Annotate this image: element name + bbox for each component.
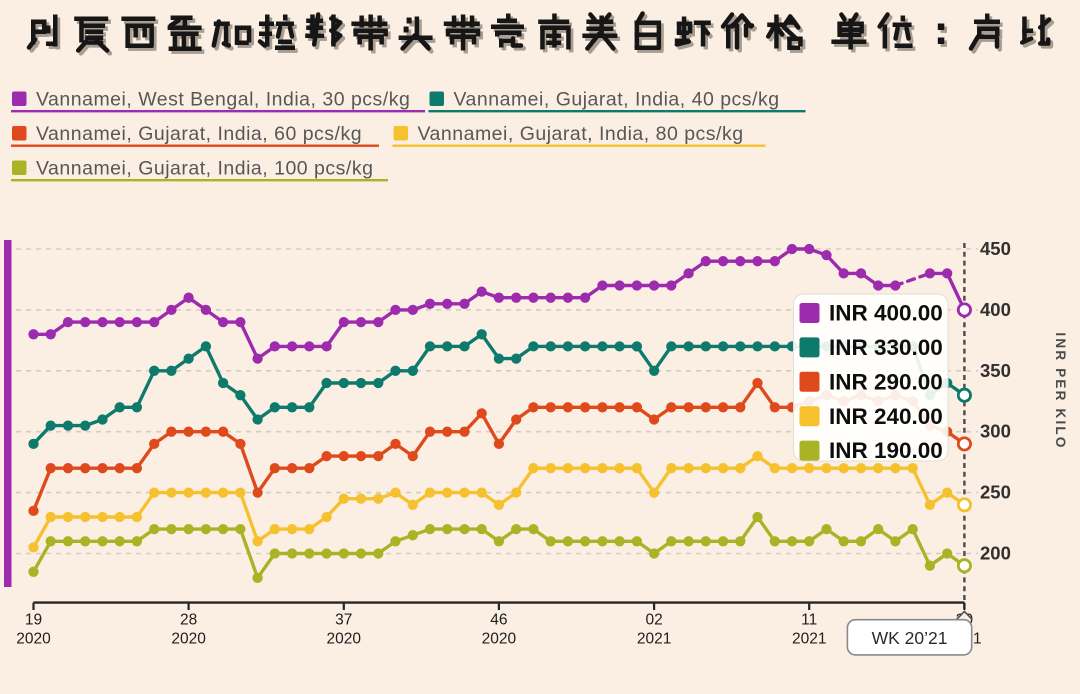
svg-text:INR 290.00: INR 290.00 — [829, 369, 943, 394]
svg-text:INR 190.00: INR 190.00 — [829, 438, 943, 463]
svg-text:Vannamei, West Bengal, India,: Vannamei, West Bengal, India, 30 pcs/kg — [36, 88, 410, 110]
svg-text:Vannamei, Gujarat, India, 100: Vannamei, Gujarat, India, 100 pcs/kg — [36, 157, 373, 179]
svg-text:400: 400 — [980, 299, 1011, 320]
svg-text:250: 250 — [980, 482, 1011, 503]
svg-text:19: 19 — [25, 612, 42, 629]
svg-text:450: 450 — [980, 238, 1011, 259]
svg-text:11: 11 — [801, 612, 817, 629]
svg-text:350: 350 — [980, 360, 1011, 381]
svg-text:2021: 2021 — [637, 631, 671, 648]
svg-text:02: 02 — [645, 612, 662, 629]
svg-text:WK 20’21: WK 20’21 — [872, 628, 948, 648]
svg-text:Vannamei, Gujarat, India, 80 p: Vannamei, Gujarat, India, 80 pcs/kg — [418, 123, 744, 145]
svg-text:INR 240.00: INR 240.00 — [829, 404, 943, 429]
svg-text:200: 200 — [980, 543, 1011, 564]
svg-text:Vannamei, Gujarat, India, 40 p: Vannamei, Gujarat, India, 40 pcs/kg — [454, 88, 780, 110]
svg-text:INR PER KILO: INR PER KILO — [1053, 332, 1068, 449]
svg-text:300: 300 — [980, 421, 1011, 442]
svg-text:2020: 2020 — [327, 631, 362, 648]
svg-text:Vannamei, Gujarat, India, 60 p: Vannamei, Gujarat, India, 60 pcs/kg — [36, 123, 362, 145]
svg-text:37: 37 — [335, 612, 352, 629]
svg-text:2021: 2021 — [792, 631, 826, 648]
svg-text:28: 28 — [180, 612, 197, 629]
svg-text:46: 46 — [490, 612, 507, 629]
svg-text:2020: 2020 — [171, 631, 206, 648]
svg-text:INR 330.00: INR 330.00 — [829, 335, 943, 360]
svg-text:2020: 2020 — [16, 631, 51, 648]
svg-text:2020: 2020 — [482, 631, 517, 648]
svg-text:INR 400.00: INR 400.00 — [829, 301, 943, 326]
